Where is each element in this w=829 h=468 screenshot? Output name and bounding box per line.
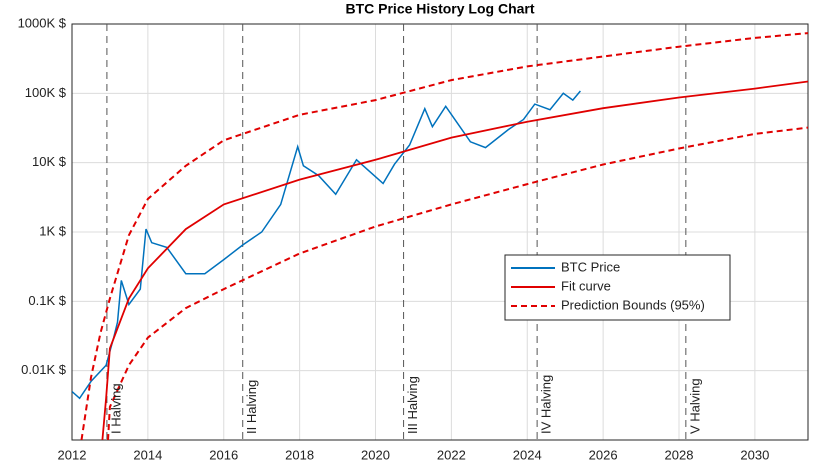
y-tick-label: 0.1K $ [28, 293, 66, 308]
series-line [80, 32, 808, 440]
x-tick-label: 2014 [133, 447, 162, 462]
x-tick-label: 2012 [58, 447, 87, 462]
x-tick-label: 2018 [285, 447, 314, 462]
halving-label: II Halving [244, 380, 259, 434]
x-tick-label: 2022 [437, 447, 466, 462]
legend-label: Fit curve [561, 278, 611, 293]
y-tick-label: 1K $ [39, 223, 67, 238]
halving-label: I Halving [108, 383, 123, 434]
halving-label: III Halving [405, 376, 420, 434]
y-tick-label: 0.01K $ [21, 362, 67, 377]
y-tick-label: 100K $ [25, 85, 67, 100]
chart-title: BTC Price History Log Chart [345, 1, 534, 17]
plot-area [72, 24, 808, 440]
x-tick-label: 2030 [740, 447, 769, 462]
x-tick-label: 2016 [209, 447, 238, 462]
legend-label: BTC Price [561, 259, 620, 274]
halving-label: IV Halving [539, 375, 554, 434]
plot-frame [71, 23, 809, 441]
legend-label: Prediction Bounds (95%) [561, 297, 705, 312]
halving-label: V Halving [687, 378, 702, 434]
x-tick-label: 2024 [513, 447, 542, 462]
series-line [107, 126, 808, 440]
y-tick-label: 1000K $ [18, 15, 67, 30]
series-line [72, 90, 581, 400]
x-tick-label: 2020 [361, 447, 390, 462]
y-tick-label: 10K $ [32, 154, 67, 169]
x-tick-label: 2026 [589, 447, 618, 462]
series-line [101, 80, 808, 440]
x-tick-label: 2028 [665, 447, 694, 462]
